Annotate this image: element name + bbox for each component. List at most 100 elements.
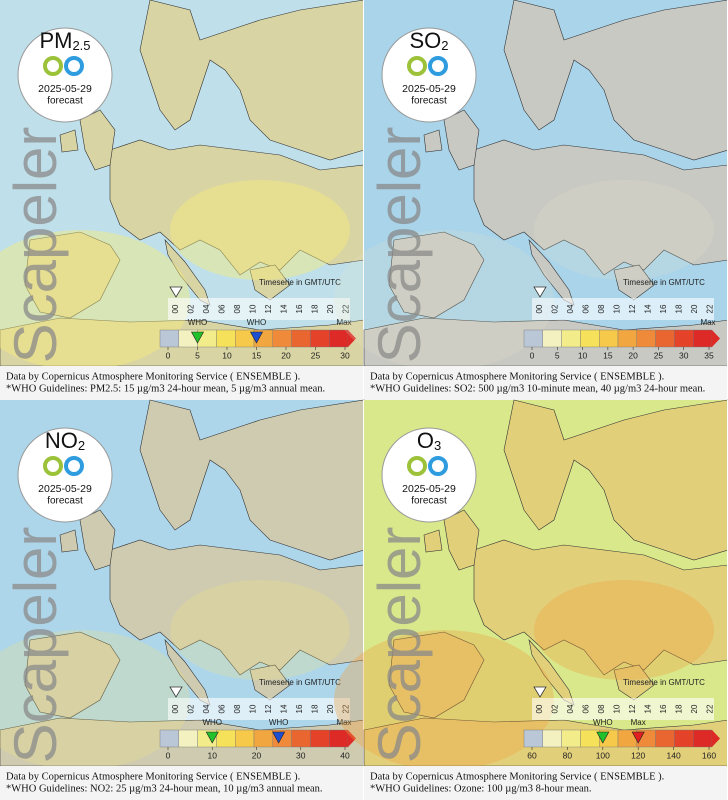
scale-tick-label: 30 <box>296 750 306 760</box>
max-label: Max <box>700 318 715 327</box>
scale-cell <box>329 329 349 348</box>
scale-cell <box>159 329 179 348</box>
scale-tick-label: 20 <box>628 350 638 360</box>
scale-tick-label: 80 <box>563 750 573 760</box>
scale-arrow <box>712 730 720 747</box>
timeline-pointer <box>533 686 547 698</box>
scale-cell <box>580 329 600 348</box>
scale-tick-label: 140 <box>667 750 681 760</box>
watermark: Scapeler <box>366 127 433 364</box>
marker-label: WHO <box>593 718 613 727</box>
scale-tick-label: 5 <box>195 350 200 360</box>
hour-label: 04 <box>566 704 575 713</box>
watermark: Scapeler <box>2 127 69 364</box>
timeline-band <box>532 698 714 720</box>
scale-cell <box>178 729 198 748</box>
hour-label: 12 <box>264 304 273 313</box>
scale-tick-label: 15 <box>603 350 613 360</box>
pollutant-name: SO <box>409 28 441 53</box>
hour-label: 14 <box>280 704 289 713</box>
scale-tick-label: 160 <box>702 750 716 760</box>
scale-tick-label: 20 <box>281 350 291 360</box>
logo-badge <box>381 27 477 123</box>
scale-tick-label: 120 <box>631 750 645 760</box>
pollutant-subscript: 3 <box>434 438 441 453</box>
logo-badge <box>17 27 113 123</box>
hour-label: 18 <box>311 304 320 313</box>
forecast-label: forecast <box>47 496 83 507</box>
scale-tick-label: 5 <box>555 350 560 360</box>
hour-label: 20 <box>690 704 699 713</box>
scale-tick-label: 10 <box>208 750 218 760</box>
scale-tick-label: 30 <box>679 350 689 360</box>
hour-label: 14 <box>644 304 653 313</box>
footer-line: *WHO Guidelines: Ozone: 100 µg/m3 8-hour… <box>370 783 592 794</box>
logo-ring-right <box>64 56 84 76</box>
scale-cell <box>655 729 675 748</box>
hour-label: 00 <box>171 304 180 313</box>
hour-label: 12 <box>264 704 273 713</box>
scale-cell <box>523 729 543 748</box>
pollutant-title: PM2.5 <box>39 28 90 54</box>
scale-arrow <box>348 730 356 747</box>
hour-label: 00 <box>171 704 180 713</box>
scale-cell <box>216 729 236 748</box>
footer-line: Data by Copernicus Atmosphere Monitoring… <box>370 371 664 382</box>
hour-label: 10 <box>249 304 258 313</box>
hour-label: 22 <box>342 704 351 713</box>
hour-label: 02 <box>187 704 196 713</box>
marker-label: WHO <box>269 718 289 727</box>
logo-ring-left <box>407 456 427 476</box>
hour-label: 04 <box>566 304 575 313</box>
hour-label: 18 <box>311 704 320 713</box>
hour-label: 20 <box>326 704 335 713</box>
hour-label: 00 <box>535 304 544 313</box>
watermark: Scapeler <box>2 527 69 764</box>
scale-tick-label: 10 <box>578 350 588 360</box>
forecast-date: 2025-05-29 <box>402 483 456 495</box>
max-label: Max <box>336 718 351 727</box>
scale-cell <box>234 729 255 748</box>
hour-label: 02 <box>551 304 560 313</box>
marker <box>272 731 286 744</box>
hour-label: 16 <box>659 304 668 313</box>
scale-cell <box>291 729 311 748</box>
forecast-label: forecast <box>411 96 447 107</box>
scale-cell <box>310 729 330 748</box>
map-haze <box>0 230 190 370</box>
hour-label: 08 <box>233 304 242 313</box>
logo-ring-left <box>43 456 63 476</box>
scale-tick-label: 25 <box>311 350 321 360</box>
forecast-label: forecast <box>47 96 83 107</box>
scale-cell <box>693 329 713 348</box>
hour-label: 22 <box>706 704 715 713</box>
hour-label: 20 <box>690 304 699 313</box>
logo-badge <box>17 427 113 523</box>
map-haze <box>534 580 714 680</box>
logo-badge <box>381 427 477 523</box>
scale-cell <box>329 729 349 748</box>
hour-label: 08 <box>597 704 606 713</box>
timeline-band <box>168 298 350 320</box>
map-haze <box>334 230 554 370</box>
forecast-date: 2025-05-29 <box>402 83 456 95</box>
footer-bg <box>364 766 727 800</box>
scale-tick-label: 100 <box>596 750 610 760</box>
scale-arrow <box>712 330 720 347</box>
hour-label: 08 <box>233 704 242 713</box>
scale-cell <box>674 729 694 748</box>
hour-label: 18 <box>675 704 684 713</box>
pollutant-name: O <box>417 428 434 453</box>
scale-tick-label: 40 <box>340 750 350 760</box>
scale-cell <box>561 329 581 348</box>
hour-label: 18 <box>675 304 684 313</box>
pollutant-title: NO2 <box>45 428 85 454</box>
scale-cell <box>272 329 292 348</box>
hour-label: 22 <box>706 304 715 313</box>
scale-cell <box>542 329 562 348</box>
hour-label: 02 <box>551 704 560 713</box>
